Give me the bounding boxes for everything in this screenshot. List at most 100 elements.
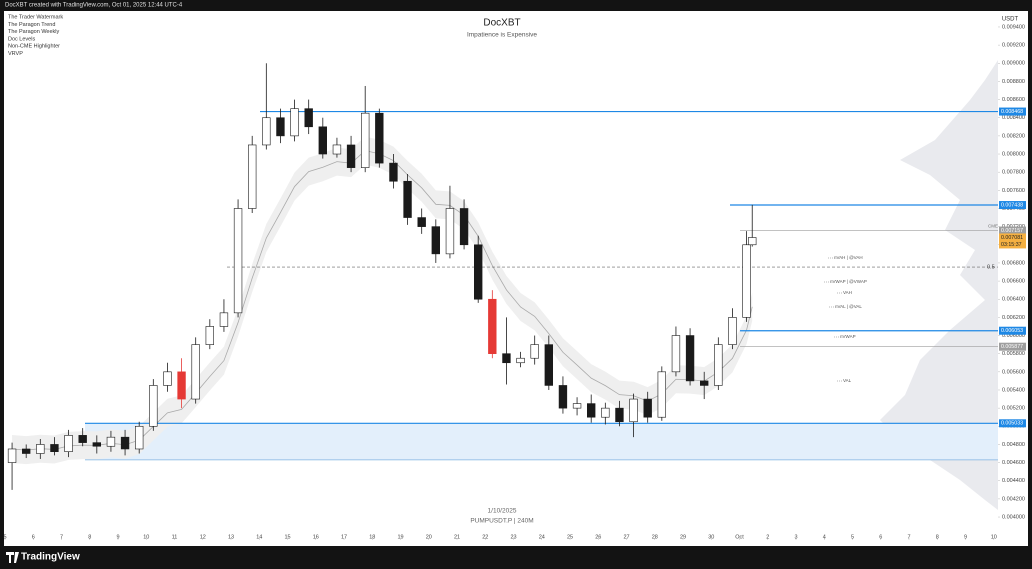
candle-body bbox=[92, 442, 101, 447]
level-label: 0.005877 bbox=[1001, 344, 1023, 350]
candle-body bbox=[417, 217, 426, 227]
chart-background bbox=[4, 11, 1028, 546]
y-tick-label: 0.004400 bbox=[1002, 478, 1025, 484]
x-tick-label: 6 bbox=[32, 534, 35, 540]
level-tag bbox=[999, 107, 1026, 116]
candle-body bbox=[488, 298, 497, 354]
candle-body bbox=[572, 403, 582, 409]
footer bbox=[0, 546, 1032, 569]
y-tick-label: 0.005400 bbox=[1002, 387, 1025, 393]
candle-body bbox=[700, 380, 709, 386]
countdown: 03:15:37 bbox=[1001, 242, 1022, 248]
y-tick-label: 0.008600 bbox=[1002, 97, 1025, 103]
candle-body bbox=[276, 117, 285, 137]
candle-body bbox=[205, 326, 214, 345]
candle-body bbox=[685, 335, 695, 382]
annotation: nVWAP bbox=[840, 334, 856, 339]
candle-body bbox=[163, 371, 172, 386]
x-tick-label: 7 bbox=[907, 534, 910, 540]
annotation: nVAL | @VAL bbox=[835, 304, 862, 309]
x-tick-label: 2 bbox=[766, 534, 769, 540]
candle-body bbox=[643, 398, 652, 418]
candle-body bbox=[50, 444, 59, 452]
x-tick-label: Oct bbox=[735, 534, 744, 540]
candle-body bbox=[431, 226, 441, 255]
y-tick-label: 0.004000 bbox=[1002, 514, 1025, 520]
y-tick-label: 0.005200 bbox=[1002, 406, 1025, 412]
candle-body bbox=[657, 371, 667, 418]
level-tag bbox=[999, 326, 1026, 335]
annotation: nVAH | @VAH bbox=[834, 255, 863, 260]
candle-body bbox=[248, 144, 257, 209]
x-tick-label: 4 bbox=[823, 534, 826, 540]
caption: DocXBT created with TradingView.com, Oct… bbox=[5, 3, 183, 9]
y-tick-label: 0.007800 bbox=[1002, 170, 1025, 176]
chart-subtitle: Impatience is Expensive bbox=[467, 32, 537, 39]
x-tick-label: 23 bbox=[510, 534, 516, 540]
level-tag bbox=[999, 342, 1026, 351]
candle-body bbox=[318, 126, 328, 155]
x-tick-label: 18 bbox=[369, 534, 375, 540]
candle-body bbox=[290, 108, 299, 137]
candle-body bbox=[36, 444, 45, 454]
x-tick-label: 3 bbox=[794, 534, 797, 540]
y-tick-label: 0.006400 bbox=[1002, 297, 1025, 303]
candle-body bbox=[544, 344, 554, 386]
candle-body bbox=[403, 180, 412, 218]
y-tick-label: 0.008400 bbox=[1002, 115, 1025, 121]
candle-body bbox=[714, 344, 723, 386]
y-tick-label: 0.009000 bbox=[1002, 61, 1025, 67]
brand: TradingView bbox=[21, 552, 80, 563]
x-tick-label: 7 bbox=[60, 534, 63, 540]
indicator-label: The Paragon Trend bbox=[8, 22, 55, 28]
x-tick-label: 17 bbox=[341, 534, 347, 540]
x-tick-label: 26 bbox=[595, 534, 601, 540]
candle-body bbox=[516, 357, 525, 364]
candle-body bbox=[233, 208, 243, 314]
cme-label: CME bbox=[988, 224, 998, 229]
x-tick-label: 13 bbox=[228, 534, 234, 540]
chart-title: DocXBT bbox=[483, 18, 520, 29]
candle-body bbox=[304, 108, 313, 128]
x-tick-label: 14 bbox=[256, 534, 262, 540]
candle-body bbox=[219, 312, 229, 327]
annotation: VAL bbox=[843, 378, 852, 383]
candle-body bbox=[530, 344, 539, 359]
candle-body bbox=[191, 344, 200, 400]
x-tick-label: 9 bbox=[116, 534, 119, 540]
candle-body bbox=[78, 435, 87, 443]
x-tick-label: 16 bbox=[313, 534, 319, 540]
candle-body bbox=[748, 237, 757, 246]
y-tick-label: 0.008200 bbox=[1002, 133, 1025, 139]
candle-body bbox=[728, 317, 737, 345]
x-tick-label: 27 bbox=[623, 534, 629, 540]
support-zone bbox=[85, 423, 998, 460]
y-tick-label: 0.008800 bbox=[1002, 79, 1025, 85]
candle-body bbox=[332, 144, 342, 155]
candle-body bbox=[474, 244, 483, 300]
y-tick-label: 0.008000 bbox=[1002, 151, 1025, 157]
level-label: 0.007438 bbox=[1001, 202, 1023, 208]
candle-body bbox=[389, 162, 398, 182]
currency: USDT bbox=[1002, 17, 1019, 23]
x-tick-label: 15 bbox=[284, 534, 290, 540]
x-tick-label: 21 bbox=[454, 534, 460, 540]
x-tick-label: 8 bbox=[936, 534, 939, 540]
y-tick-label: 0.005600 bbox=[1002, 369, 1025, 375]
candle-body bbox=[262, 117, 271, 146]
x-tick-label: 12 bbox=[200, 534, 206, 540]
x-tick-label: 20 bbox=[426, 534, 432, 540]
volume-profile bbox=[880, 60, 998, 510]
y-tick-label: 0.004800 bbox=[1002, 442, 1025, 448]
candle-body bbox=[22, 448, 31, 454]
mid-level-label: 0.5 bbox=[987, 264, 995, 270]
x-tick-label: 5 bbox=[851, 534, 854, 540]
candle-body bbox=[587, 403, 596, 418]
x-tick-label: 22 bbox=[482, 534, 488, 540]
x-tick-label: 5 bbox=[3, 534, 6, 540]
x-tick-label: 9 bbox=[964, 534, 967, 540]
level-tag bbox=[999, 419, 1026, 428]
logo bbox=[6, 552, 19, 563]
candle-body bbox=[615, 407, 624, 423]
